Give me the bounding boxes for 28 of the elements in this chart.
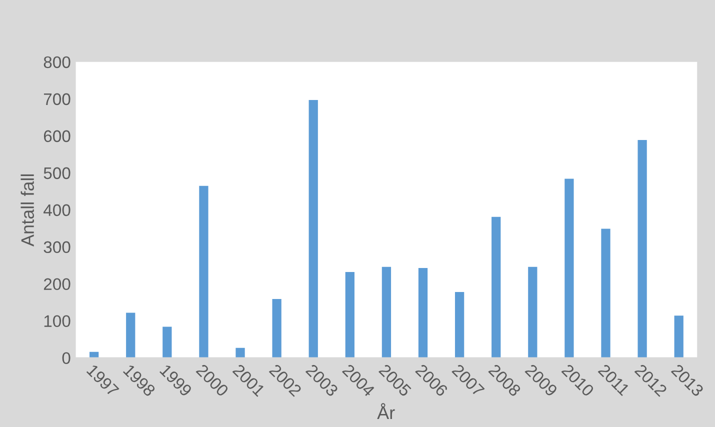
y-tick-label: 800 (44, 56, 70, 68)
y-tick-label: 700 (44, 93, 70, 106)
x-axis-title: År (377, 403, 395, 419)
y-axis-title: Antall fall (20, 174, 34, 246)
bar (492, 216, 501, 358)
bar (528, 266, 538, 358)
bar (564, 178, 574, 358)
bar (272, 299, 282, 358)
bar (382, 266, 392, 358)
bar (601, 228, 610, 358)
y-tick-label: 0 (62, 352, 70, 364)
y-tick-label: 100 (44, 315, 70, 328)
bar (199, 186, 208, 358)
bar (345, 272, 354, 358)
bar (638, 140, 647, 358)
y-tick-label: 400 (44, 204, 70, 216)
y-tick-label: 200 (44, 278, 70, 290)
bar (89, 352, 99, 358)
bar (126, 312, 136, 358)
y-tick-label: 300 (44, 241, 70, 254)
bar (308, 100, 318, 358)
y-tick-label: 600 (44, 130, 70, 142)
bar (236, 348, 245, 358)
bar (162, 326, 172, 358)
bar (674, 316, 684, 358)
bar (418, 268, 428, 358)
bar (454, 292, 464, 358)
y-tick-label: 500 (44, 167, 70, 180)
